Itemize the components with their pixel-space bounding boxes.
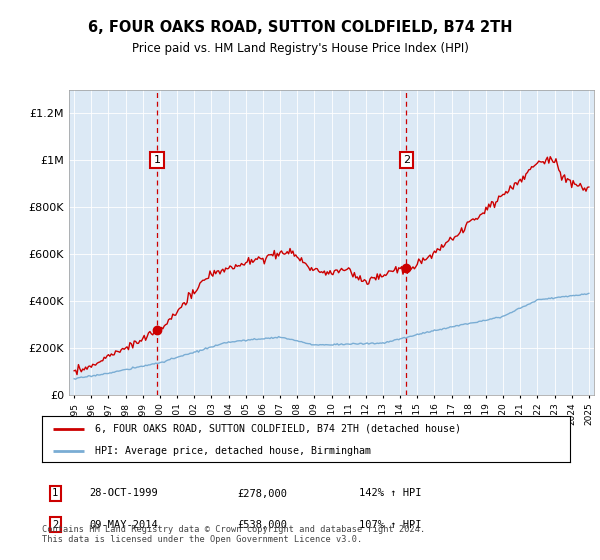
Text: 142% ↑ HPI: 142% ↑ HPI	[359, 488, 421, 498]
Text: £538,000: £538,000	[238, 520, 287, 530]
Text: Price paid vs. HM Land Registry's House Price Index (HPI): Price paid vs. HM Land Registry's House …	[131, 42, 469, 55]
Text: 1: 1	[154, 155, 161, 165]
Text: 2: 2	[403, 155, 410, 165]
Text: 6, FOUR OAKS ROAD, SUTTON COLDFIELD, B74 2TH (detached house): 6, FOUR OAKS ROAD, SUTTON COLDFIELD, B74…	[95, 424, 461, 434]
Text: £278,000: £278,000	[238, 488, 287, 498]
Text: HPI: Average price, detached house, Birmingham: HPI: Average price, detached house, Birm…	[95, 446, 371, 455]
Text: 28-OCT-1999: 28-OCT-1999	[89, 488, 158, 498]
Text: Contains HM Land Registry data © Crown copyright and database right 2024.
This d: Contains HM Land Registry data © Crown c…	[42, 525, 425, 544]
Text: 2: 2	[52, 520, 58, 530]
Text: 107% ↑ HPI: 107% ↑ HPI	[359, 520, 421, 530]
Text: 1: 1	[52, 488, 58, 498]
Text: 6, FOUR OAKS ROAD, SUTTON COLDFIELD, B74 2TH: 6, FOUR OAKS ROAD, SUTTON COLDFIELD, B74…	[88, 20, 512, 35]
Text: 09-MAY-2014: 09-MAY-2014	[89, 520, 158, 530]
